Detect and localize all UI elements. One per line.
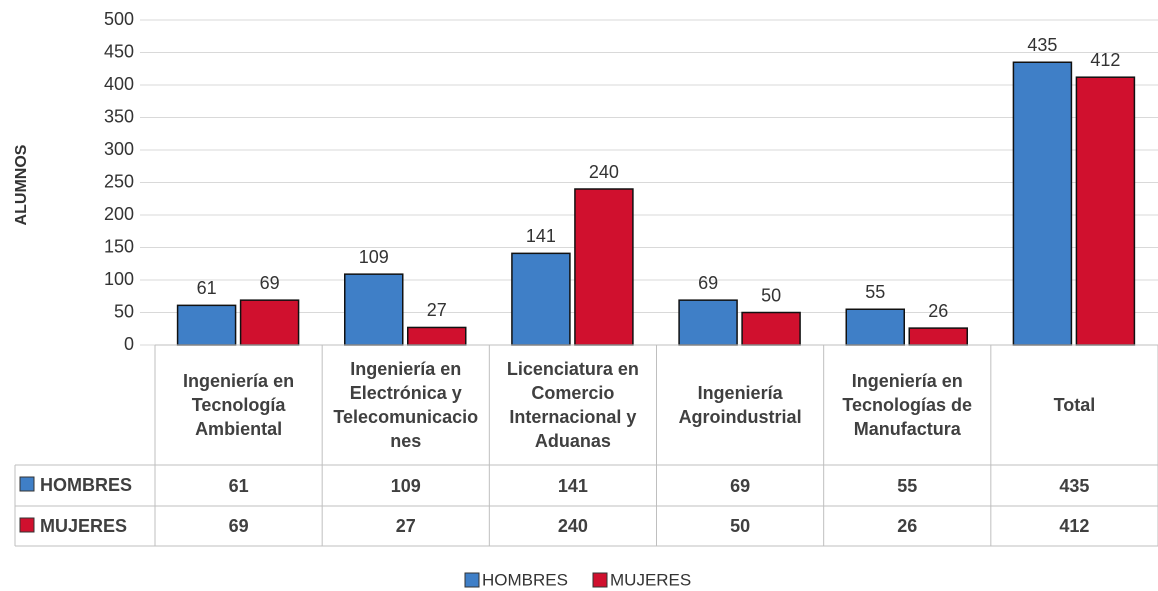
bar bbox=[511, 252, 571, 346]
bar bbox=[1075, 76, 1136, 346]
bar bbox=[176, 304, 237, 346]
table-value: 26 bbox=[897, 516, 918, 536]
table-value: 69 bbox=[730, 475, 751, 496]
data-label: 109 bbox=[359, 247, 389, 267]
row-header: MUJERES bbox=[40, 516, 128, 536]
data-label: 61 bbox=[197, 278, 217, 298]
category-label: Ingeniería en Tecnología Ambiental bbox=[183, 371, 295, 439]
table-value: 27 bbox=[395, 516, 416, 536]
y-tick-label: 150 bbox=[104, 236, 134, 256]
category-label: Ingeniería en Tecnologías de Manufactura bbox=[842, 371, 973, 439]
legend-key bbox=[19, 517, 35, 533]
data-label: 412 bbox=[1090, 50, 1120, 70]
bar bbox=[908, 327, 968, 346]
category-label: Licenciatura en Comercio Internacional y… bbox=[506, 359, 639, 451]
legend-label: HOMBRES bbox=[482, 570, 568, 589]
y-tick-label: 50 bbox=[114, 301, 134, 321]
category-label: Ingeniería en Electrónica y Telecomunica… bbox=[333, 359, 479, 451]
y-tick-label: 450 bbox=[104, 41, 134, 61]
legend-key bbox=[464, 572, 480, 588]
data-label: 50 bbox=[761, 285, 781, 305]
category-label: Ingeniería Agroindustrial bbox=[678, 383, 802, 427]
data-label: 69 bbox=[698, 273, 718, 293]
y-tick-label: 250 bbox=[104, 171, 134, 191]
legend-label: MUJERES bbox=[610, 570, 691, 589]
row-header: HOMBRES bbox=[40, 475, 133, 495]
data-label: 55 bbox=[865, 282, 885, 302]
table-value: 141 bbox=[557, 475, 588, 496]
table-value: 240 bbox=[557, 516, 588, 536]
table-value: 50 bbox=[730, 516, 751, 536]
legend-key bbox=[592, 572, 608, 588]
data-label: 69 bbox=[260, 273, 280, 293]
data-label: 27 bbox=[427, 300, 447, 320]
table-value: 61 bbox=[228, 475, 249, 496]
y-tick-label: 500 bbox=[104, 9, 134, 29]
category-label: Total bbox=[1053, 395, 1096, 415]
table-value: 435 bbox=[1059, 475, 1090, 496]
bar bbox=[239, 299, 300, 346]
y-tick-label: 350 bbox=[104, 106, 134, 126]
y-tick-label: 100 bbox=[104, 269, 134, 289]
y-tick-label: 0 bbox=[124, 334, 134, 354]
table-value: 55 bbox=[897, 475, 918, 496]
bar bbox=[344, 273, 404, 346]
data-label: 435 bbox=[1027, 35, 1057, 55]
bar bbox=[574, 188, 634, 346]
bar bbox=[678, 299, 738, 346]
bar bbox=[1012, 61, 1073, 346]
table-value: 69 bbox=[228, 516, 249, 536]
data-label: 240 bbox=[589, 162, 619, 182]
y-tick-label: 300 bbox=[104, 139, 134, 159]
bar bbox=[845, 308, 905, 346]
legend-key bbox=[19, 476, 35, 492]
bar bbox=[741, 311, 801, 346]
y-axis-title: ALUMNOS bbox=[13, 144, 30, 225]
data-label: 26 bbox=[928, 301, 948, 321]
table-value: 109 bbox=[390, 475, 421, 496]
data-label: 141 bbox=[526, 226, 556, 246]
bar bbox=[407, 326, 467, 346]
table-value: 412 bbox=[1059, 516, 1090, 536]
y-tick-label: 200 bbox=[104, 204, 134, 224]
y-tick-label: 400 bbox=[104, 74, 134, 94]
